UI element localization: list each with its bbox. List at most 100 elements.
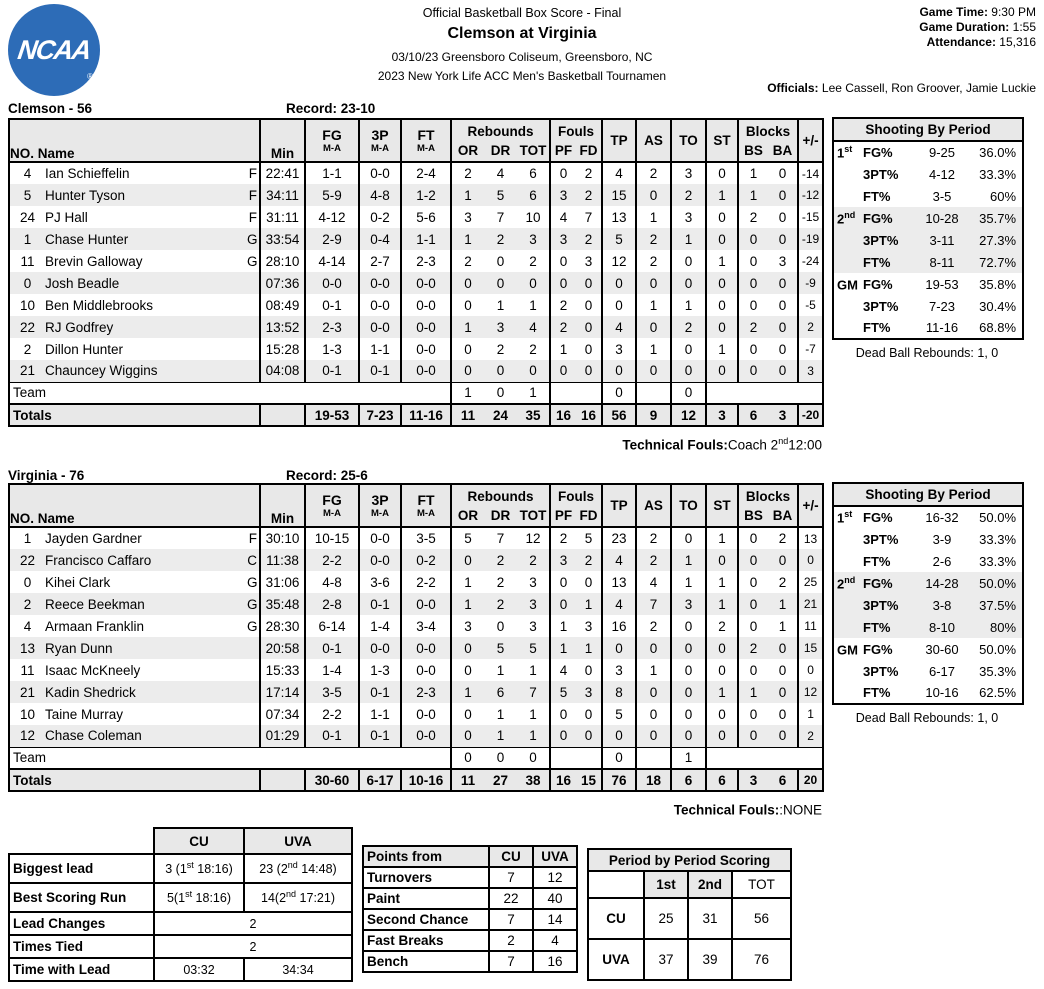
stat-st: 1 xyxy=(705,571,739,593)
stat-pf: 1 xyxy=(549,338,577,360)
period-label: 2nd xyxy=(833,207,863,229)
period-label xyxy=(833,185,863,207)
stat-st: 0 xyxy=(705,316,739,338)
stat-st: 0 xyxy=(705,294,739,316)
player-row: 1 Chase Hunter G 33:54 2-9 0-4 1-1 1 2 3 … xyxy=(9,228,824,250)
stat-fg: 1-3 xyxy=(304,338,359,360)
points-from-row: Paint 22 40 xyxy=(362,887,578,910)
shooting-stat: FT% xyxy=(863,188,891,204)
stat-tp: 23 xyxy=(601,527,637,549)
player-row: 5 Hunter Tyson F 34:11 5-9 4-8 1-2 1 5 6 … xyxy=(9,184,824,206)
stat-as: 2 xyxy=(635,527,672,549)
stat-plusminus: -9 xyxy=(797,272,824,294)
stat-3p: 0-1 xyxy=(358,593,401,615)
player-name: Chase Coleman xyxy=(45,728,142,744)
value-post: 14:48) xyxy=(297,862,337,877)
player-position: C xyxy=(247,552,257,568)
value-pre: 5(1 xyxy=(166,891,186,906)
stat-tot: 3 xyxy=(529,574,537,590)
shooting-row: 3PT% 3-8 37.5% xyxy=(833,594,1024,616)
stat-to: 0 xyxy=(670,250,707,272)
stat-or: 3 xyxy=(450,206,484,228)
stat-min: 15:28 xyxy=(259,338,305,360)
col-blocks: Blocks xyxy=(737,484,799,508)
shooting-stat: FG% xyxy=(863,145,893,160)
stat-or: 0 xyxy=(450,294,484,316)
shooting-pct: 80% xyxy=(989,619,1017,635)
stat-as: 0 xyxy=(635,184,672,206)
stat-3p: 1-1 xyxy=(358,703,401,725)
stat-as: 0 xyxy=(635,681,672,703)
stat-3p: 0-0 xyxy=(358,272,401,294)
stat-fg: 0-0 xyxy=(304,272,359,294)
stat-fd: 5 xyxy=(584,531,593,546)
totals-pf: 16 xyxy=(549,768,577,791)
player-name: Josh Beadle xyxy=(45,275,120,291)
player-name-cell: Chase Hunter G xyxy=(45,228,260,250)
shooting-pct: 30.4% xyxy=(979,298,1017,314)
col-bs: BS xyxy=(737,508,769,528)
totals-plusminus: 20 xyxy=(797,768,824,791)
stat-fg: 4-14 xyxy=(304,250,359,272)
stat-to: 1 xyxy=(670,294,707,316)
stat-ft: 0-0 xyxy=(400,593,451,615)
team-as-blank xyxy=(635,381,672,404)
stat-bs: 2 xyxy=(737,637,769,659)
stat-3p: 0-0 xyxy=(358,316,401,338)
shooting-made-att: 10-16 xyxy=(925,685,959,700)
tech-fouls-pre: :NONE xyxy=(779,802,822,818)
stat-as: 2 xyxy=(635,228,672,250)
stat-as: 0 xyxy=(635,637,672,659)
game-duration-label: Game Duration: xyxy=(919,20,1010,34)
shooting-pct: 50.0% xyxy=(979,641,1017,657)
period-ordinal: nd xyxy=(844,574,856,585)
stat-dr: 2 xyxy=(496,574,505,590)
player-number: 11 xyxy=(20,253,35,269)
stat-fd: 2 xyxy=(584,552,593,568)
player-name-cell: Ian Schieffelin F xyxy=(45,162,260,184)
shooting-row: FT% 2-6 33.3% xyxy=(833,550,1023,572)
shooting-made-att: 9-25 xyxy=(928,145,956,160)
player-number: 24 xyxy=(19,209,36,225)
player-row: 10 Ben Middlebrooks 08:49 0-1 0-0 0-0 0 … xyxy=(9,294,824,316)
stat-st: 0 xyxy=(705,703,739,725)
shooting-made-att: 11-16 xyxy=(925,320,959,335)
player-number: 22 xyxy=(19,319,36,335)
shooting-pct: 33.3% xyxy=(979,166,1017,182)
time-with-lead-row: Time with Lead 03:32 34:34 xyxy=(8,957,353,982)
player-position: G xyxy=(247,574,258,590)
stat-pf: 0 xyxy=(549,703,577,725)
shooting-stat: FT% xyxy=(863,254,891,270)
stat-bs: 0 xyxy=(737,659,769,681)
value-sup: nd xyxy=(287,860,298,871)
team-fouls-blank xyxy=(549,381,603,404)
stat-plusminus: -12 xyxy=(797,184,824,206)
virginia-team-line: Virginia - 76 Record: 25-6 xyxy=(8,468,822,484)
stat-3p: 2-7 xyxy=(358,250,401,272)
period-label: 1st xyxy=(833,141,863,163)
shooting-pct: 27.3% xyxy=(979,232,1017,248)
fg-label: FG xyxy=(322,491,342,508)
totals-to: 6 xyxy=(670,768,707,791)
stat-as: 0 xyxy=(635,272,672,294)
ma-label: M-A xyxy=(417,507,435,519)
stat-bs: 0 xyxy=(737,703,769,725)
stat-fg: 6-14 xyxy=(304,615,359,637)
shooting-stat: FT% xyxy=(863,619,891,635)
stat-fd: 0 xyxy=(584,363,593,379)
shooting-pct: 35.8% xyxy=(979,276,1017,292)
stat-fd: 0 xyxy=(584,662,593,678)
stat-plusminus: 21 xyxy=(797,593,824,615)
points-from-cu: 7 xyxy=(488,950,534,973)
virginia-technical-fouls: Technical Fouls::NONE xyxy=(674,801,822,818)
player-name: Ryan Dunn xyxy=(45,640,113,656)
stat-plusminus: 15 xyxy=(797,637,824,659)
stat-fd: 0 xyxy=(584,574,593,590)
player-row: 12 Chase Coleman 01:29 0-1 0-1 0-0 0 1 1… xyxy=(9,725,824,747)
shooting-pct: 33.3% xyxy=(979,553,1017,569)
stat-as: 0 xyxy=(635,725,672,747)
stat-or: 2 xyxy=(450,162,484,184)
shooting-row: 1st FG% 9-25 36.0% xyxy=(833,141,1023,163)
stat-ft: 0-0 xyxy=(400,294,451,316)
stat-fg: 5-9 xyxy=(304,184,359,206)
